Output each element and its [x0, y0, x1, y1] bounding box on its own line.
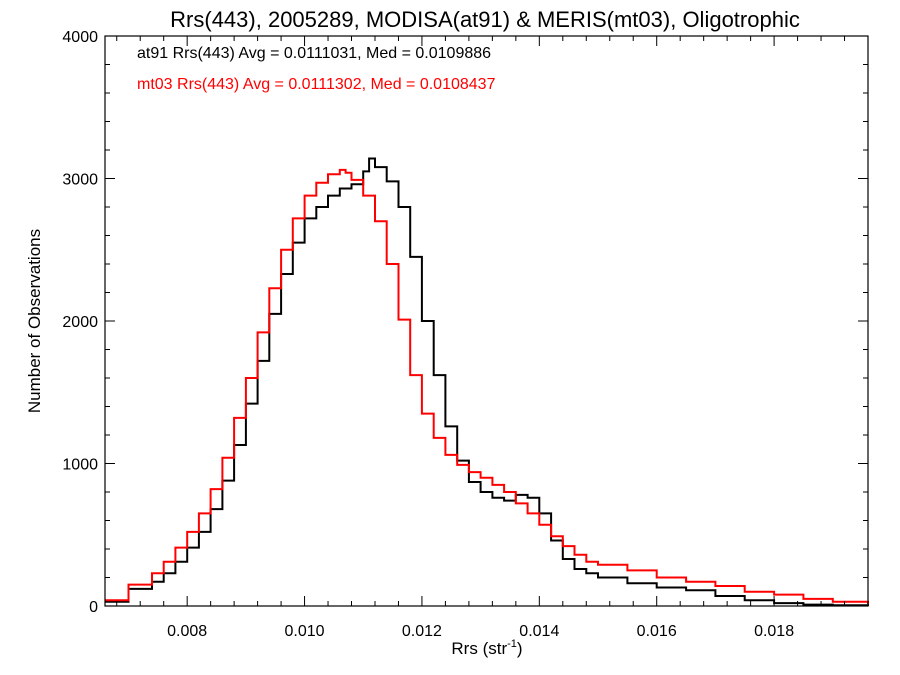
y-tick-label: 3000 — [62, 172, 98, 189]
series-line-at91 — [105, 157, 869, 607]
series-line-mt03 — [105, 168, 869, 604]
series-layer — [105, 157, 869, 607]
ticks-layer: 0.008 0.010 0.012 0.014 0.016 0.018 0 1000 2000 3… — [62, 29, 869, 640]
y-tick-label: 2000 — [62, 314, 98, 331]
x-axis-label: Rrs (str-1) — [451, 638, 522, 658]
y-tick-label: 0 — [89, 599, 98, 616]
x-tick-label: 0.010 — [285, 623, 325, 640]
y-axis-label: Number of Observations — [25, 229, 44, 413]
x-axis-label-end: ) — [517, 639, 523, 658]
chart-title: Rrs(443), 2005289, MODISA(at91) & MERIS(… — [170, 7, 800, 32]
x-tick-label: 0.016 — [637, 623, 677, 640]
x-axis-label-sup: -1 — [507, 638, 517, 650]
x-tick-label: 0.012 — [402, 623, 442, 640]
legend-entry-at91: at91 Rrs(443) Avg = 0.0111031, Med = 0.0… — [137, 45, 491, 62]
x-tick-label: 0.018 — [754, 623, 794, 640]
x-tick-label: 0.014 — [519, 623, 559, 640]
y-tick-label: 4000 — [62, 29, 98, 46]
legend-entry-mt03: mt03 Rrs(443) Avg = 0.0111302, Med = 0.0… — [137, 76, 496, 93]
x-tick-label: 0.008 — [167, 623, 207, 640]
plot-frame — [104, 35, 869, 607]
x-axis-label-main: Rrs (str — [451, 639, 507, 658]
y-tick-label: 1000 — [62, 457, 98, 474]
